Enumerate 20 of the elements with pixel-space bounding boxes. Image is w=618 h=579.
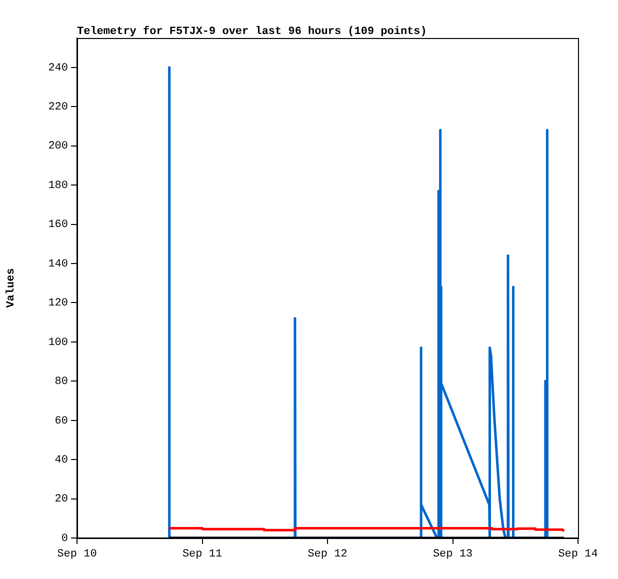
y-tick-label: 140 (48, 258, 68, 270)
y-tick-label: 120 (48, 298, 68, 310)
x-tick-label: Sep 13 (432, 548, 473, 561)
y-tick-label: 240 (48, 62, 68, 74)
y-tick-label: 220 (48, 102, 68, 114)
y-axis-title: Values (5, 268, 18, 308)
y-tick-label: 20 (54, 494, 68, 506)
y-tick-label: 40 (54, 454, 68, 466)
x-tick-label: Sep 12 (308, 548, 348, 561)
x-tick-label: Sep 11 (182, 548, 222, 561)
y-tick-label: 160 (48, 219, 68, 232)
y-tick-label: 60 (54, 415, 68, 428)
y-tick-label: 100 (48, 336, 68, 349)
x-tick-label: Sep 10 (57, 548, 97, 561)
chart-title: Telemetry for F5TJX-9 over last 96 hours (109 points) (77, 25, 427, 38)
y-tick-label: 80 (54, 376, 68, 388)
x-tick-label: Sep 14 (558, 548, 598, 561)
y-tick-label: 0 (61, 532, 68, 545)
y-tick-label: 200 (48, 140, 68, 153)
y-tick-label: 180 (48, 180, 68, 192)
